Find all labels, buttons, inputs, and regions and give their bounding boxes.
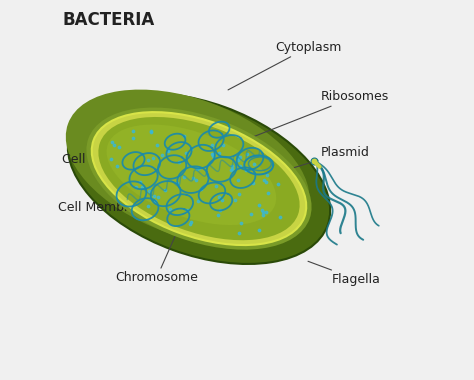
Point	[209, 153, 217, 159]
Point	[210, 150, 217, 157]
Point	[132, 184, 140, 190]
Point	[208, 142, 216, 148]
Point	[115, 144, 123, 150]
Point	[187, 219, 195, 225]
Point	[263, 172, 271, 178]
Point	[255, 227, 263, 233]
Point	[149, 155, 157, 162]
Point	[215, 194, 222, 200]
Point	[147, 129, 155, 135]
Point	[195, 165, 203, 171]
Point	[235, 191, 243, 197]
Point	[182, 150, 190, 156]
Point	[227, 167, 235, 173]
Point	[151, 198, 158, 204]
Point	[154, 193, 162, 200]
Text: Plasmid: Plasmid	[280, 146, 369, 172]
Point	[175, 159, 182, 165]
Point	[180, 133, 188, 139]
Point	[237, 220, 245, 226]
Point	[153, 142, 160, 149]
Point	[234, 177, 242, 183]
Point	[236, 163, 244, 169]
Point	[235, 230, 243, 236]
Text: BACTERIA: BACTERIA	[62, 11, 155, 29]
Point	[145, 188, 153, 194]
Text: Flagella: Flagella	[308, 261, 381, 286]
Text: Ribosomes: Ribosomes	[251, 90, 389, 138]
Point	[255, 202, 263, 208]
Point	[192, 177, 200, 184]
Ellipse shape	[92, 112, 306, 245]
Ellipse shape	[86, 108, 311, 250]
Point	[228, 166, 236, 173]
Point	[173, 180, 181, 186]
Point	[144, 157, 151, 163]
Point	[166, 206, 174, 212]
Point	[217, 207, 224, 213]
Point	[214, 212, 222, 218]
Point	[136, 179, 144, 185]
Point	[164, 148, 172, 154]
Point	[186, 222, 193, 228]
Point	[164, 147, 172, 153]
Point	[250, 161, 258, 167]
Point	[247, 211, 255, 217]
Point	[249, 180, 257, 186]
Ellipse shape	[68, 93, 330, 264]
Point	[215, 150, 222, 156]
Point	[262, 209, 269, 215]
Point	[162, 187, 169, 193]
Point	[209, 150, 216, 157]
Point	[150, 193, 158, 199]
Point	[193, 166, 201, 172]
Point	[109, 139, 116, 145]
Text: Cell Membrane: Cell Membrane	[58, 198, 153, 214]
Point	[237, 154, 244, 160]
Point	[243, 151, 251, 157]
Point	[147, 128, 155, 134]
Point	[219, 197, 226, 203]
Point	[274, 180, 282, 187]
Point	[138, 184, 146, 190]
Point	[228, 163, 236, 169]
Text: Cytoplasm: Cytoplasm	[228, 41, 341, 90]
Point	[183, 207, 191, 213]
Ellipse shape	[99, 117, 300, 240]
Point	[260, 209, 267, 215]
Point	[232, 197, 239, 203]
Point	[212, 182, 219, 188]
Point	[259, 212, 266, 218]
Point	[235, 154, 242, 160]
Text: Chromosome: Chromosome	[115, 219, 198, 284]
Point	[261, 177, 268, 183]
Point	[189, 175, 197, 181]
Point	[276, 214, 283, 220]
Point	[258, 207, 265, 213]
Point	[263, 179, 270, 185]
Point	[235, 157, 242, 163]
Point	[197, 185, 204, 192]
Point	[129, 135, 137, 141]
Point	[187, 146, 195, 152]
Point	[219, 142, 227, 148]
Point	[180, 174, 187, 180]
Point	[129, 128, 137, 135]
Point	[158, 152, 165, 158]
Point	[194, 198, 201, 204]
Point	[243, 167, 250, 173]
Ellipse shape	[107, 125, 276, 225]
Point	[108, 156, 115, 162]
Ellipse shape	[66, 90, 310, 245]
Point	[264, 190, 272, 196]
Point	[145, 203, 152, 209]
Text: Cell Wall: Cell Wall	[62, 153, 124, 166]
Point	[110, 142, 118, 148]
Point	[113, 163, 120, 169]
